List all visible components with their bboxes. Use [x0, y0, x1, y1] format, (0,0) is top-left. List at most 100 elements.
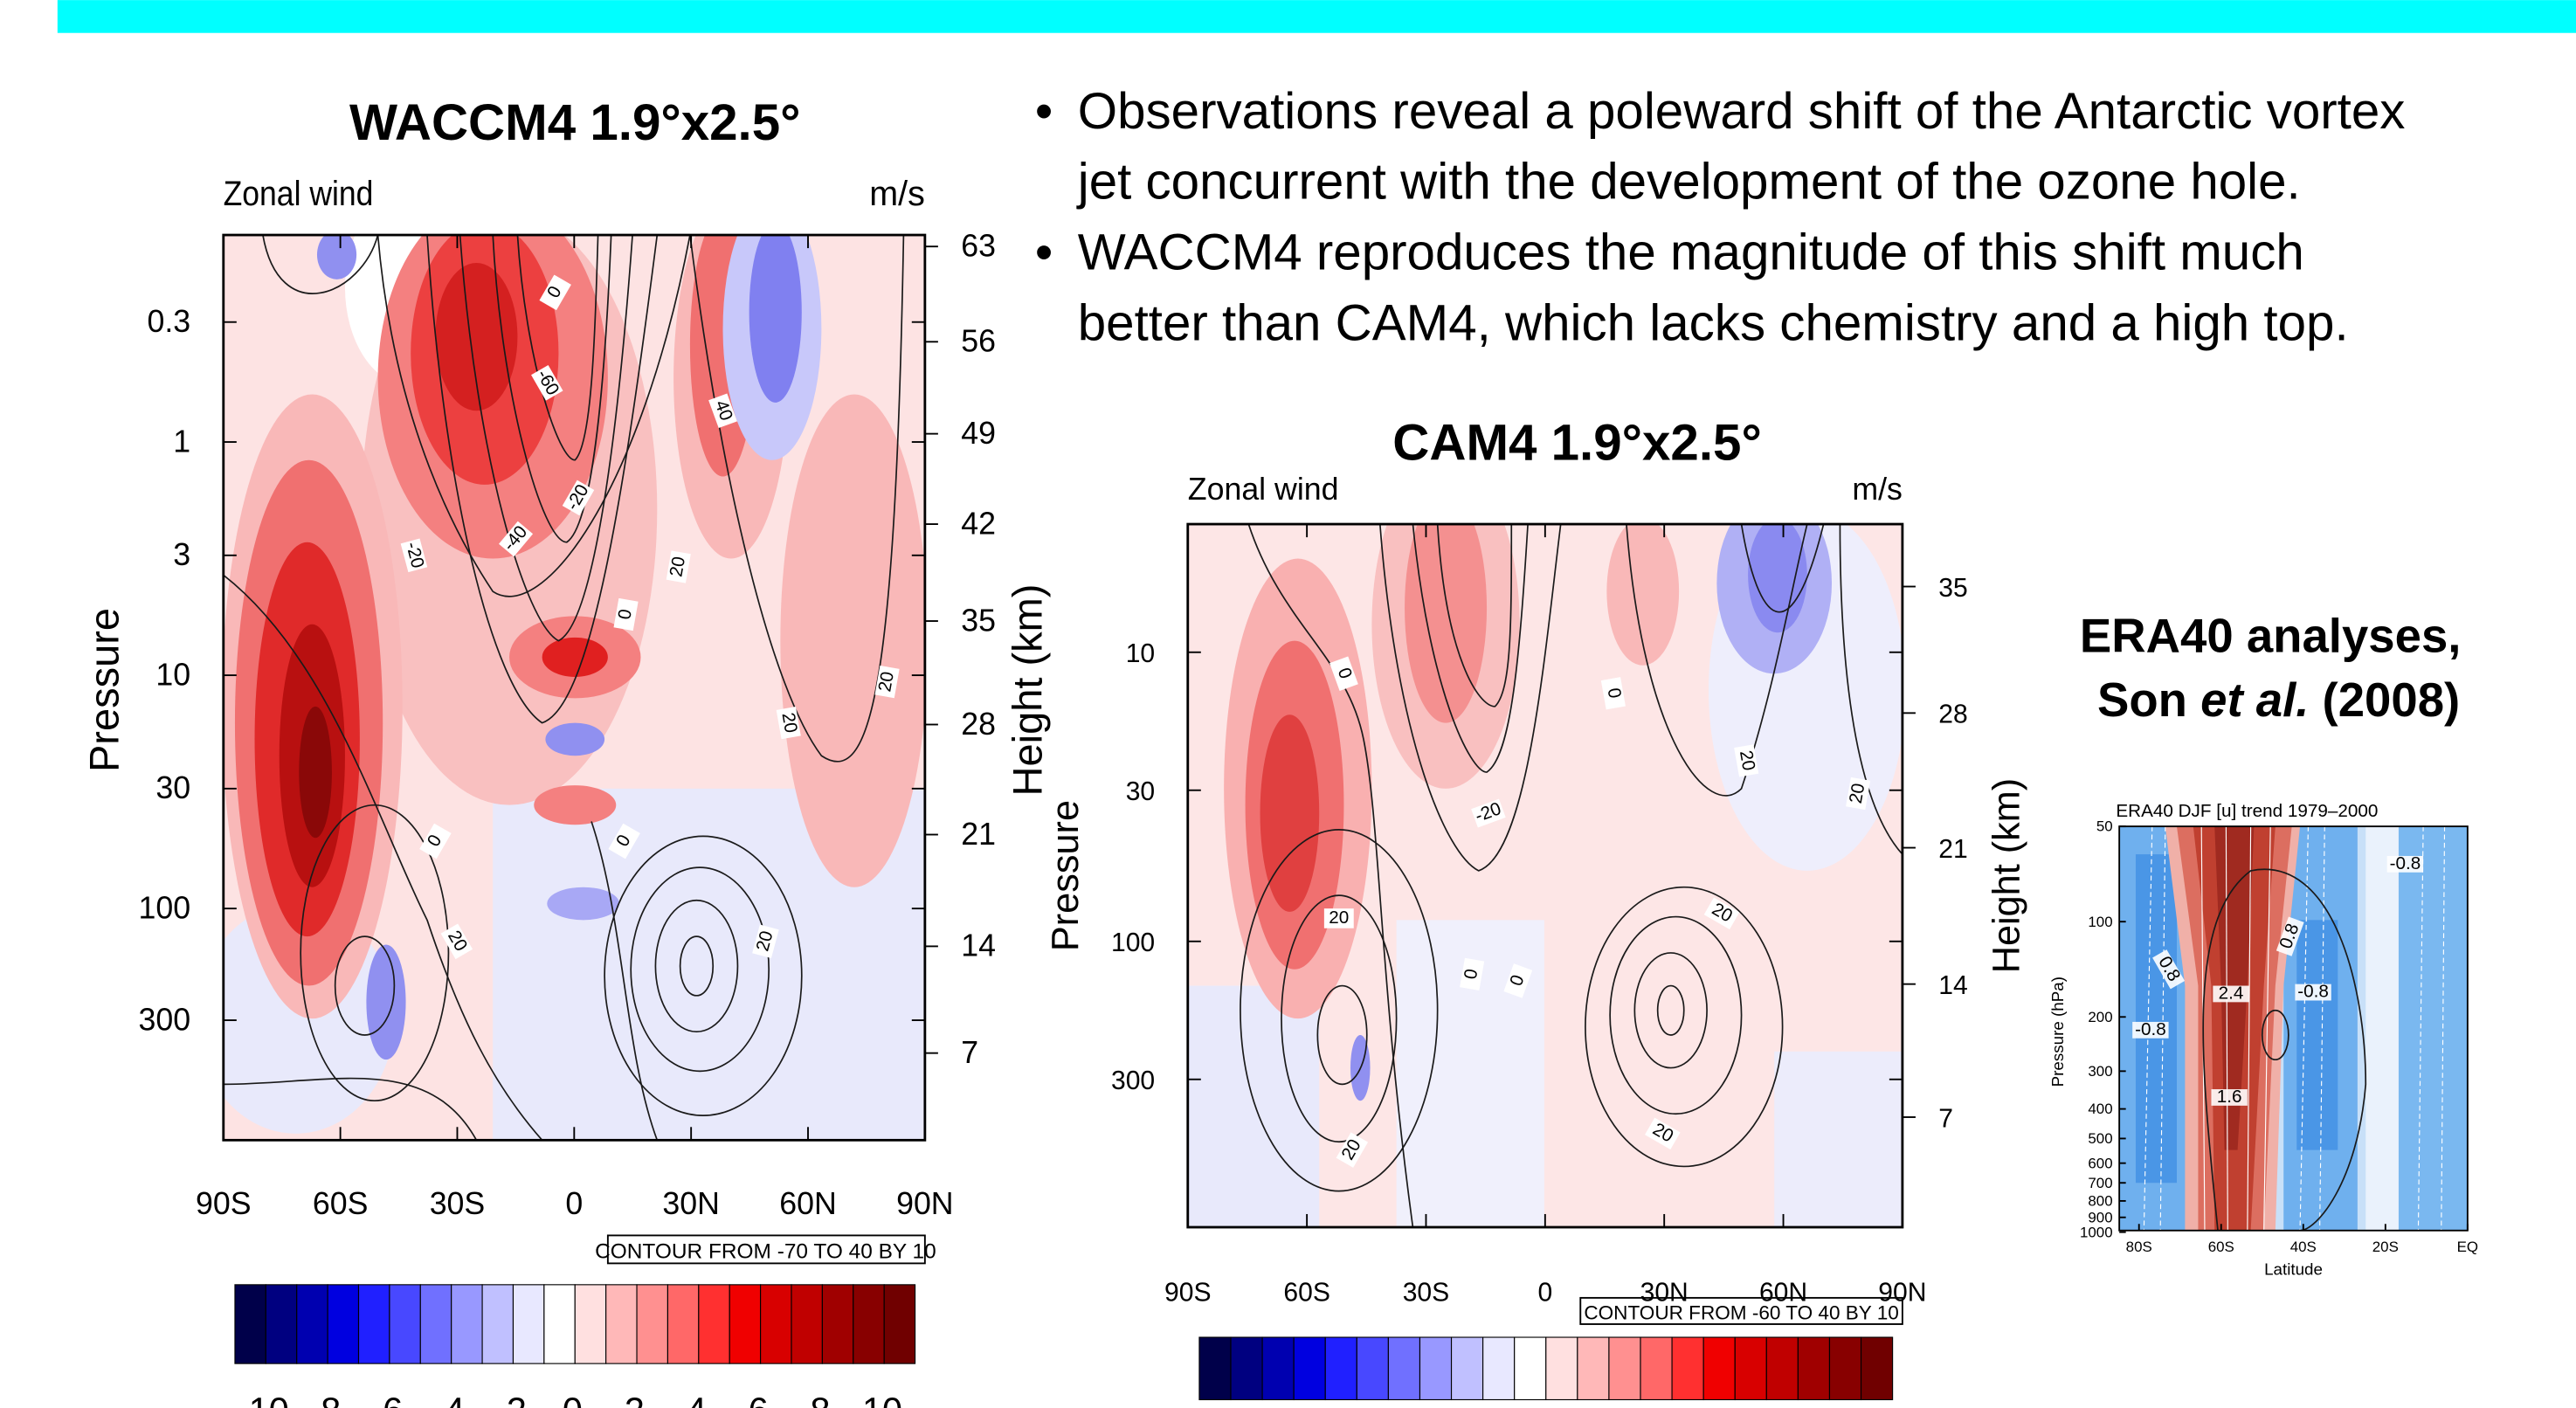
x-tick-label: 40S — [2290, 1239, 2317, 1255]
contour-label-bg — [2152, 949, 2186, 990]
contour-label: 20 — [752, 924, 779, 959]
y-tick-label: 50 — [2096, 818, 2113, 835]
contour-label-text: 20 — [874, 670, 898, 694]
contour-label-bg — [1645, 1117, 1681, 1150]
contour-label-bg — [1471, 798, 1506, 828]
colorbar-box — [1230, 1336, 1263, 1401]
plot-label: Zonal wind — [1188, 472, 1339, 507]
contour-label-text: -0.8 — [2297, 982, 2329, 1002]
contour-label-text: 20 — [777, 711, 801, 735]
y-tick-label: 200 — [2088, 1009, 2112, 1025]
contour-label-bg — [613, 597, 639, 632]
contour-note: CONTOUR FROM -70 TO 40 BY 10 — [595, 1240, 936, 1264]
colorbar-label: 0 — [563, 1391, 583, 1408]
panel-title: CAM4 1.9°x2.5° — [1392, 415, 1762, 472]
contour-label: 0 — [613, 597, 639, 632]
colorbar-label: -2 — [494, 1391, 527, 1408]
y2-tick-label: 63 — [961, 228, 996, 263]
contour-label-text: 20 — [1329, 908, 1349, 928]
y-tick-label: 500 — [2088, 1130, 2112, 1147]
colorbar-box — [234, 1284, 266, 1364]
colorbar-box — [419, 1284, 452, 1364]
y2-axis-label: Height (km) — [1004, 584, 1050, 797]
bullet-line: Observations reveal a poleward shift of … — [1078, 83, 2406, 140]
x-tick-label: 0 — [565, 1186, 583, 1221]
x-tick-label: 90N — [896, 1186, 954, 1221]
colorbar-label: 4 — [687, 1391, 707, 1408]
y2-tick-label: 49 — [961, 416, 996, 451]
plot-units: m/s — [1852, 472, 1903, 507]
waccm-panel: WACCM4 1.9°x2.5° Zonal wind m/s Pressure… — [80, 94, 1050, 1408]
y-tick-label: 10 — [1126, 639, 1155, 668]
contour-label-bg — [2211, 1089, 2248, 1106]
contour-label-bg — [2213, 985, 2249, 1003]
x-axis-label: Latitude — [2264, 1260, 2323, 1279]
x-tick-label: 60S — [1283, 1279, 1330, 1308]
colorbar-box — [1450, 1336, 1484, 1401]
colorbar-box — [1419, 1336, 1453, 1401]
contour-label: -0.8 — [2295, 982, 2331, 1002]
contour-label: 0 — [1460, 957, 1485, 991]
y2-tick-label: 35 — [961, 603, 996, 638]
contour-label-bg — [2295, 984, 2331, 1001]
plot-title: ERA40 DJF [u] trend 1979–2000 — [2116, 801, 2378, 821]
colorbar-box — [1482, 1336, 1516, 1401]
contour-field — [1187, 524, 1903, 1228]
colorbar-label: -6 — [370, 1391, 403, 1408]
contour-label-text: 20 — [666, 555, 689, 578]
y-tick-label: 300 — [2088, 1063, 2112, 1080]
contour-label-text: -0.8 — [2390, 853, 2421, 873]
colorbar-box — [1577, 1336, 1610, 1401]
colorbar-box — [853, 1284, 885, 1364]
contour-note: CONTOUR FROM -60 TO 40 BY 10 — [1584, 1301, 1898, 1323]
colorbar-box — [1640, 1336, 1673, 1401]
contour-label: 20 — [776, 706, 801, 740]
colorbar-box — [512, 1284, 545, 1364]
x-tick-label: 80S — [2126, 1239, 2152, 1255]
y2-axis-label: Height (km) — [1986, 778, 2027, 973]
colorbar-box — [1734, 1336, 1767, 1401]
y2-tick-label: 7 — [961, 1035, 978, 1070]
contour-label: 20 — [1734, 744, 1759, 777]
colorbar-box — [605, 1284, 638, 1364]
contour-label-bg — [1336, 1132, 1369, 1168]
colorbar-label: -4 — [432, 1391, 465, 1408]
contour-field — [223, 235, 925, 1141]
title-bar — [57, 0, 2576, 33]
cam-panel: CAM4 1.9°x2.5° Zonal wind m/s Pressure H… — [1045, 415, 2027, 1401]
contour-label: 0.8 — [2152, 949, 2186, 990]
contour-label-text: 20 — [1736, 749, 1759, 772]
contour-label: -0.8 — [2386, 853, 2424, 873]
bullet-line: WACCM4 reproduces the magnitude of this … — [1078, 224, 2304, 281]
y-axis-label: Pressure — [80, 608, 127, 772]
colorbar-box — [1797, 1336, 1831, 1401]
contour-label: 1.6 — [2211, 1087, 2248, 1107]
contour-label-text: 0 — [1461, 968, 1482, 981]
colorbar-label: 2 — [625, 1391, 645, 1408]
colorbar-box — [729, 1284, 762, 1364]
y-tick-label: 30 — [1126, 777, 1155, 806]
colorbar-box — [666, 1284, 700, 1364]
x-tick-label: 30S — [1403, 1279, 1450, 1308]
y2-tick-label: 35 — [1938, 574, 1967, 603]
bullet-mark: • — [1035, 224, 1053, 281]
contour-label: 20 — [1323, 908, 1354, 928]
title-part: Son — [2097, 673, 2200, 727]
x-tick-label: 90S — [196, 1186, 252, 1221]
contour-label-bg — [2386, 855, 2424, 873]
colorbar-box — [821, 1284, 854, 1364]
y2-tick-label: 28 — [961, 707, 996, 742]
y-axis-label: Pressure (hPa) — [2048, 977, 2067, 1087]
colorbar-box — [698, 1284, 730, 1364]
colorbar-box — [636, 1284, 668, 1364]
colorbar-label: -8 — [308, 1391, 341, 1408]
colorbar-label: 8 — [811, 1391, 831, 1408]
contour-label-bg — [1600, 677, 1626, 710]
colorbar-box — [357, 1284, 390, 1364]
colorbar-box — [1356, 1336, 1389, 1401]
contour-label-bg — [708, 393, 737, 429]
colorbar-box — [1387, 1336, 1421, 1401]
contour-label-bg — [499, 521, 534, 557]
x-tick-label: 90S — [1164, 1279, 1212, 1308]
